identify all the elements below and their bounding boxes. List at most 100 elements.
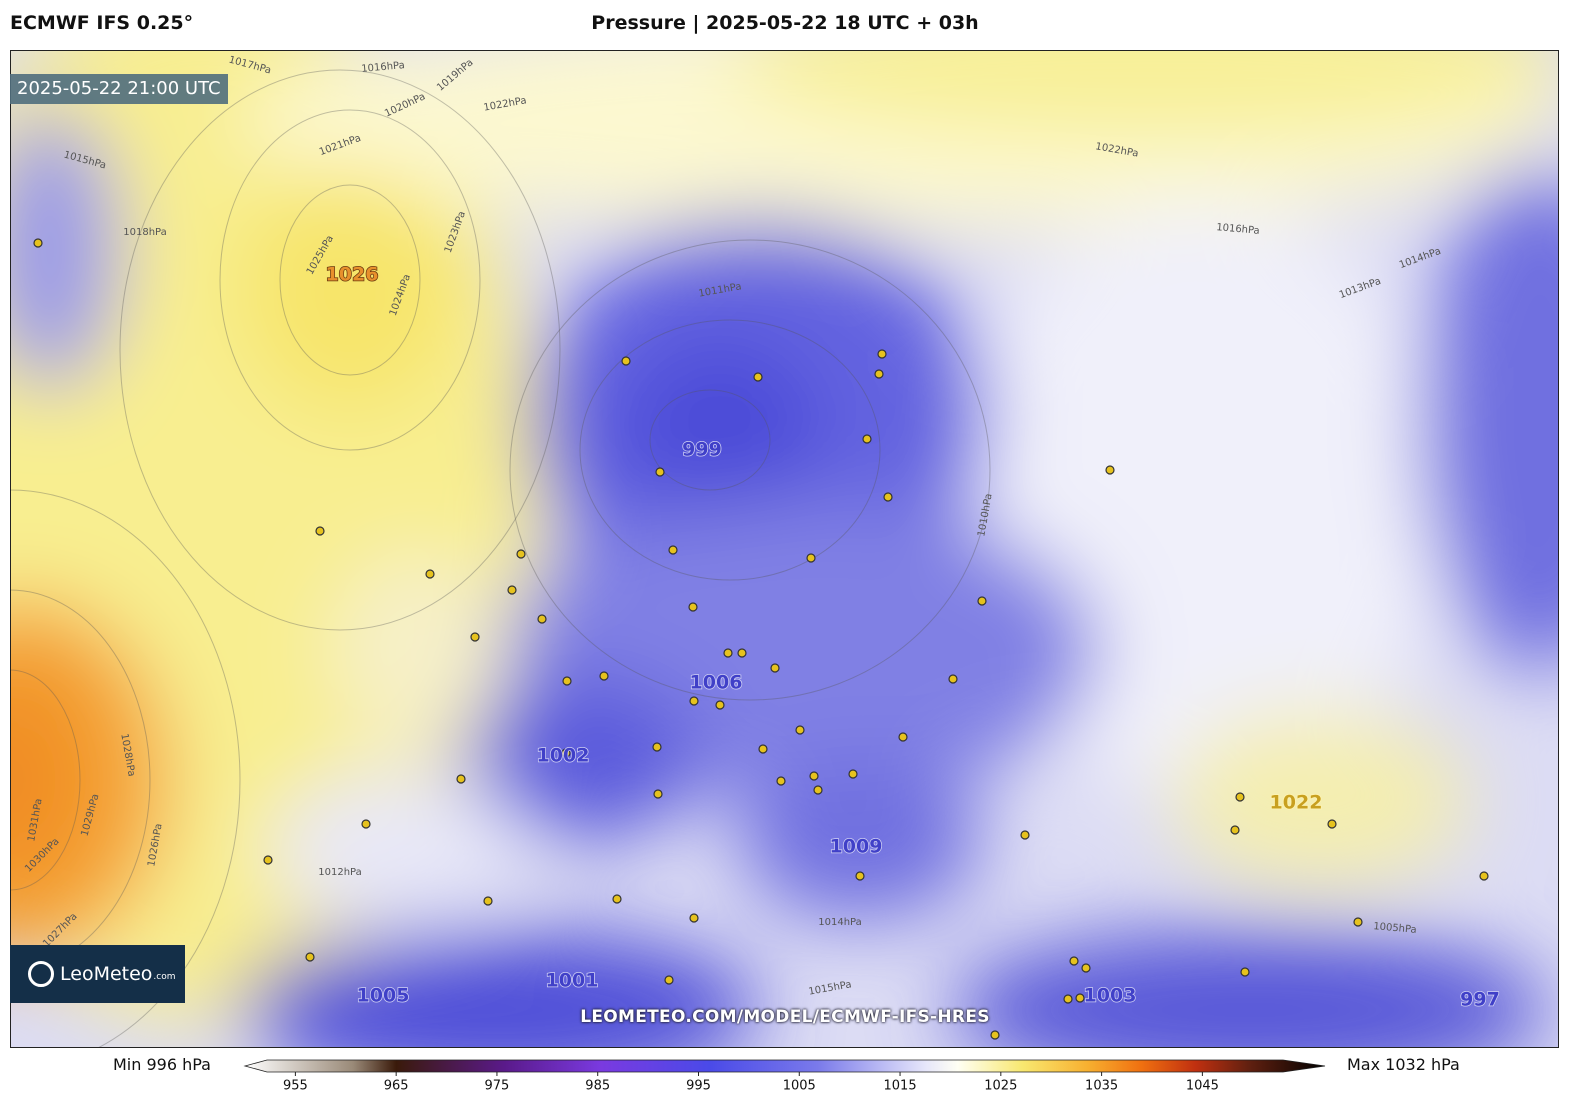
pressure-center-label: 999 xyxy=(682,439,722,461)
city-marker xyxy=(776,776,786,786)
city-marker xyxy=(809,771,819,781)
field-shading xyxy=(10,50,1559,1048)
map-title: Pressure | 2025-05-22 18 UTC + 03h xyxy=(591,12,979,34)
city-marker xyxy=(425,569,435,579)
city-marker xyxy=(1081,963,1091,973)
watermark: LEOMETEO.COM/MODEL/ECMWF-IFS-HRES xyxy=(580,1007,990,1027)
logo-suffix: .com xyxy=(153,972,176,982)
pressure-center-label: 1022 xyxy=(1270,792,1323,814)
city-marker xyxy=(1235,792,1245,802)
city-marker xyxy=(561,748,571,758)
colorbar-scale: 955 965 975 985 995 1005 1015 1025 1035 1045 xyxy=(243,1059,1326,1094)
city-marker xyxy=(33,238,43,248)
city-marker xyxy=(612,894,622,904)
map-frame xyxy=(10,50,1559,1048)
isobar-label: 1016hPa xyxy=(361,60,405,75)
city-marker xyxy=(653,789,663,799)
city-marker xyxy=(1230,825,1240,835)
city-marker xyxy=(753,372,763,382)
city-marker xyxy=(470,632,480,642)
colorbar-tick-label: 965 xyxy=(384,1079,409,1094)
city-marker xyxy=(1020,830,1030,840)
city-marker xyxy=(456,774,466,784)
isobar-label: 1018hPa xyxy=(123,227,167,238)
city-marker xyxy=(689,913,699,923)
isobar-label: 1014hPa xyxy=(818,917,862,928)
colorbar-tick-label: 995 xyxy=(686,1079,711,1094)
city-marker xyxy=(655,467,665,477)
city-marker xyxy=(668,545,678,555)
colorbar-tick-label: 1005 xyxy=(783,1079,816,1094)
isobar-label: 1012hPa xyxy=(318,867,362,878)
logo-icon xyxy=(28,961,54,987)
colorbar-tick-label: 975 xyxy=(485,1079,510,1094)
city-marker xyxy=(977,596,987,606)
max-label: Max 1032 hPa xyxy=(1347,1055,1460,1074)
colorbar-tick-label: 985 xyxy=(585,1079,610,1094)
city-marker xyxy=(263,855,273,865)
city-marker xyxy=(1075,993,1085,1003)
city-marker xyxy=(770,663,780,673)
isobar-label: 1005hPa xyxy=(1373,921,1417,936)
city-marker xyxy=(562,676,572,686)
city-marker xyxy=(848,769,858,779)
city-marker xyxy=(795,725,805,735)
city-marker xyxy=(883,492,893,502)
city-marker xyxy=(361,819,371,829)
city-marker xyxy=(689,696,699,706)
colorbar-tick-label: 1045 xyxy=(1186,1079,1219,1094)
colorbar: 955 965 975 985 995 1005 1015 1025 1035 1045 xyxy=(243,1059,1326,1094)
city-marker xyxy=(806,553,816,563)
city-marker xyxy=(813,785,823,795)
city-marker xyxy=(715,700,725,710)
model-name: ECMWF IFS 0.25° xyxy=(10,12,194,34)
city-marker xyxy=(315,526,325,536)
city-marker xyxy=(1479,871,1489,881)
logo-text: LeoMeteo xyxy=(60,963,153,985)
city-marker xyxy=(855,871,865,881)
isobar-label: 1016hPa xyxy=(1216,222,1260,237)
city-marker xyxy=(1069,956,1079,966)
city-marker xyxy=(1327,819,1337,829)
city-marker xyxy=(516,549,526,559)
pressure-center-label: 1003 xyxy=(1084,985,1137,1007)
city-marker xyxy=(1240,967,1250,977)
cities xyxy=(33,238,1489,1040)
pressure-center-label: 1005 xyxy=(357,985,410,1007)
pressure-center-label: 1026 xyxy=(326,264,379,286)
colorbar-tick-label: 1015 xyxy=(884,1079,917,1094)
city-marker xyxy=(688,602,698,612)
valid-time: 2025-05-22 21:00 UTC xyxy=(10,74,228,104)
city-marker xyxy=(1063,994,1073,1004)
colorbar-tick-label: 1035 xyxy=(1085,1079,1118,1094)
city-marker xyxy=(948,674,958,684)
city-marker xyxy=(758,744,768,754)
city-marker xyxy=(877,349,887,359)
city-marker xyxy=(874,369,884,379)
city-marker xyxy=(507,585,517,595)
colorbar-tick-label: 955 xyxy=(283,1079,308,1094)
city-marker xyxy=(990,1030,1000,1040)
city-marker xyxy=(537,614,547,624)
pressure-center-label: 1009 xyxy=(830,836,883,858)
pressure-centers: 1026 999 1006 1002 1009 1022 1001 1005 1003 997 xyxy=(325,263,1501,1012)
city-marker xyxy=(898,732,908,742)
pressure-center-label: 1001 xyxy=(546,970,599,992)
colorbar-body xyxy=(243,1059,1326,1073)
city-marker xyxy=(1353,917,1363,927)
city-marker xyxy=(737,648,747,658)
city-marker xyxy=(483,896,493,906)
city-marker xyxy=(723,648,733,658)
isobars xyxy=(10,69,991,1048)
city-marker xyxy=(664,975,674,985)
pressure-center-label: 1006 xyxy=(690,672,743,694)
city-marker xyxy=(621,356,631,366)
pressure-center-label: 1002 xyxy=(537,745,590,767)
min-label: Min 996 hPa xyxy=(113,1055,211,1074)
pressure-center-label: 997 xyxy=(1460,989,1500,1011)
city-marker xyxy=(862,434,872,444)
logo: LeoMeteo .com xyxy=(10,945,185,1003)
